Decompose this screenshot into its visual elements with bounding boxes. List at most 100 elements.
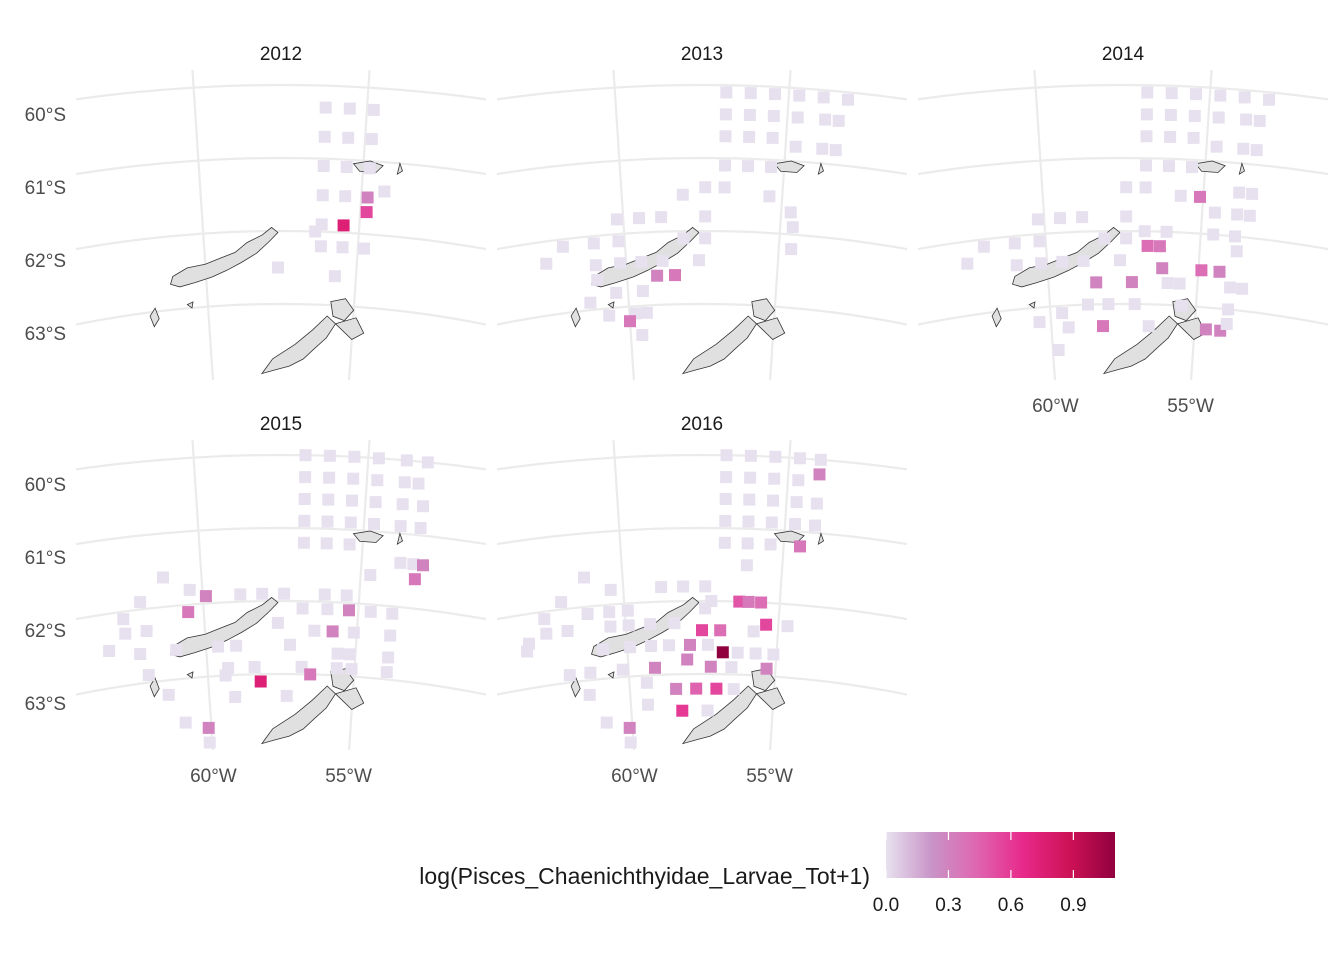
- legend-tick-label: 0.0: [873, 895, 899, 916]
- land-polygon: [1102, 315, 1179, 375]
- station-tile: [414, 522, 427, 534]
- station-tile: [561, 625, 574, 637]
- station-tile: [296, 602, 309, 615]
- land-polygon: [817, 161, 824, 176]
- station-tile: [1141, 239, 1154, 252]
- station-tile: [365, 133, 378, 146]
- parallel-gridline: [918, 156, 1328, 176]
- station-tile: [400, 454, 413, 467]
- land-polygon: [260, 685, 337, 745]
- x-tick-label: 55°W: [325, 766, 372, 787]
- station-tile: [1140, 108, 1153, 121]
- facet-2012: 2012 60°S 61°S 62°S 63°S: [25, 44, 486, 380]
- station-tile: [1120, 232, 1133, 245]
- station-tile: [781, 620, 794, 633]
- station-tile: [636, 285, 649, 298]
- station-tile: [767, 494, 779, 507]
- x-tick-label: 60°W: [190, 766, 237, 787]
- station-tile: [743, 493, 756, 506]
- station-tile: [614, 257, 627, 270]
- station-tile: [140, 625, 153, 637]
- station-tile: [684, 638, 696, 651]
- station-tile: [702, 638, 714, 651]
- station-tile: [744, 87, 757, 100]
- station-tile: [603, 606, 616, 619]
- station-tile: [1008, 237, 1021, 250]
- station-tile: [1253, 114, 1266, 127]
- station-tile: [297, 536, 310, 549]
- station-tile: [1120, 181, 1133, 194]
- station-tile: [348, 450, 361, 463]
- land-polygon: [330, 298, 355, 322]
- station-tile: [636, 329, 649, 341]
- station-tile: [765, 516, 778, 529]
- land-polygon: [260, 315, 337, 375]
- station-tile: [1125, 276, 1138, 289]
- station-tile: [1199, 323, 1212, 336]
- station-tile: [742, 595, 755, 608]
- station-tile: [342, 131, 355, 144]
- station-tile: [743, 130, 756, 143]
- station-tile: [760, 618, 773, 631]
- y-tick-label: 60°S: [25, 475, 66, 496]
- station-tile: [591, 273, 604, 286]
- station-tile: [704, 660, 717, 673]
- station-tile: [794, 540, 806, 553]
- station-tile: [117, 613, 130, 626]
- station-tile: [1142, 320, 1155, 333]
- station-tile: [710, 682, 723, 695]
- station-tile: [1238, 91, 1251, 104]
- station-tile: [394, 556, 407, 569]
- station-tile: [651, 269, 664, 282]
- station-tile: [347, 626, 360, 639]
- station-tile: [343, 648, 356, 661]
- station-tile: [1090, 276, 1103, 289]
- station-tile: [1141, 86, 1154, 99]
- station-tile: [271, 616, 284, 629]
- land-polygon: [607, 301, 615, 309]
- y-tick-label: 60°S: [25, 105, 66, 126]
- station-tile: [219, 669, 232, 682]
- station-tile: [603, 309, 616, 322]
- station-tile: [345, 663, 358, 676]
- land-polygon: [755, 687, 786, 710]
- station-tile: [744, 449, 757, 462]
- station-tile: [604, 620, 617, 633]
- land-polygon: [570, 307, 581, 328]
- station-tile: [360, 206, 373, 219]
- station-tile: [380, 666, 393, 679]
- station-tile: [1097, 320, 1109, 333]
- station-tile: [718, 536, 731, 549]
- station-tile: [1054, 212, 1066, 225]
- station-tile: [330, 662, 343, 675]
- meridian-gridline: [612, 440, 636, 750]
- station-tile: [343, 538, 356, 551]
- station-tile: [1160, 225, 1173, 238]
- station-tile: [1165, 87, 1178, 100]
- station-tile: [1263, 93, 1275, 106]
- station-tile: [328, 270, 341, 283]
- facet-2013: 2013: [497, 44, 907, 380]
- legend-colorbar: [886, 832, 1115, 878]
- station-tile: [318, 130, 331, 143]
- station-tile: [642, 698, 654, 711]
- station-tile: [740, 559, 753, 572]
- station-tile: [1220, 318, 1233, 330]
- parallel-gridline: [76, 526, 486, 546]
- station-tile: [810, 497, 823, 510]
- station-tile: [284, 638, 296, 651]
- station-tile: [733, 595, 746, 608]
- station-tile: [371, 474, 384, 487]
- station-tile: [336, 241, 349, 254]
- station-tile: [621, 604, 634, 617]
- station-tile: [339, 190, 352, 203]
- parallel-gridline: [76, 83, 486, 101]
- x-tick-label: 55°W: [1167, 396, 1214, 417]
- station-tile: [179, 716, 192, 729]
- station-tile: [624, 641, 637, 654]
- land-polygon: [817, 531, 824, 546]
- station-tile: [372, 452, 385, 465]
- station-tile: [744, 471, 757, 484]
- station-tile: [587, 237, 600, 250]
- station-tile: [417, 500, 429, 513]
